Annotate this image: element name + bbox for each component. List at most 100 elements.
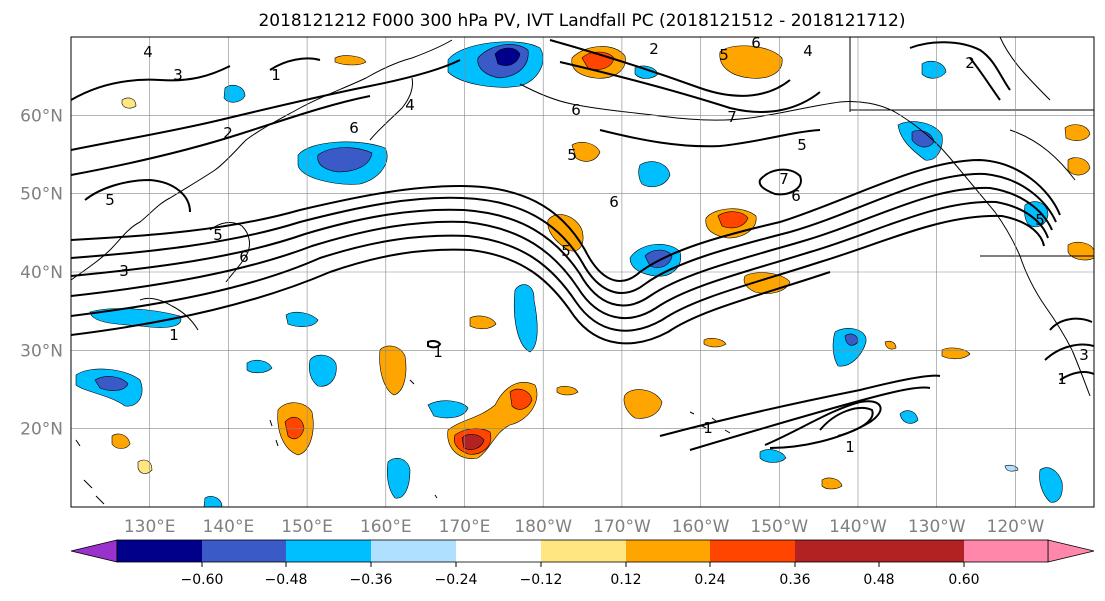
colorbar-frame (116, 539, 1049, 563)
coastlines (71, 37, 1094, 505)
pv-blob (317, 147, 373, 173)
contour-label: 3 (1079, 346, 1089, 364)
lat-tick-labels: 20°N 30°N 40°N 50°N 60°N (20, 106, 63, 439)
pv-blob (514, 284, 538, 353)
lon-tick-label: 130°E (124, 517, 176, 537)
colorbar-extend-low (70, 539, 118, 563)
pv-blob (638, 161, 671, 187)
colorbar-tick-label: −0.60 (181, 572, 224, 588)
pv-blob (571, 142, 601, 162)
contour-label: 4 (803, 42, 813, 60)
pv-blob (884, 340, 897, 350)
contour-label: 1 (433, 343, 443, 361)
contour-label: 5 (797, 136, 807, 154)
pv-blob (1004, 464, 1019, 472)
contour-label: 2 (649, 40, 659, 58)
lat-tick-label: 30°N (20, 341, 63, 361)
colorbar-tick-label: 0.12 (610, 572, 641, 588)
contour-label: 3 (119, 262, 129, 280)
contour-label: 1 (169, 326, 179, 344)
map-frame (70, 36, 1095, 508)
pv-blob (899, 410, 919, 424)
ivt-contours (71, 39, 1094, 451)
pv-blob (1039, 467, 1063, 503)
pv-blob (334, 55, 367, 66)
contour-label: 3 (173, 66, 183, 84)
colorbar-swatch (879, 540, 964, 562)
lon-tick-label: 140°E (203, 517, 255, 537)
contour-label: 1 (845, 438, 855, 456)
lon-tick-label: 120°W (987, 517, 1045, 537)
contour-label: 6 (791, 187, 801, 205)
contour-label: 4 (405, 96, 415, 114)
contour-label: 5 (567, 146, 577, 164)
lat-tick-label: 60°N (20, 106, 63, 126)
contour-label: 6 (751, 34, 761, 52)
lon-tick-label: 160°E (360, 517, 412, 537)
pv-blob (94, 376, 129, 391)
chart-title: 2018121212 F000 300 hPa PV, IVT Landfall… (258, 11, 905, 31)
lon-tick-label: 140°W (829, 517, 887, 537)
pv-blob (719, 45, 783, 79)
pv-blob (461, 434, 485, 450)
contour-label: 5 (105, 191, 115, 209)
contour-label: 1 (703, 419, 713, 437)
lon-tick-labels: 130°E 140°E 150°E 160°E 170°E 180°W 170°… (124, 517, 1045, 537)
pv-blob (121, 97, 137, 109)
colorbar-swatch (202, 540, 286, 562)
colorbar-swatch (117, 540, 202, 562)
contour-label: 5 (213, 226, 223, 244)
pv-blob (703, 338, 727, 348)
colorbar-swatch (626, 540, 710, 562)
pv-blob (246, 359, 273, 374)
contour-label: 5 (561, 242, 571, 260)
colorbar-tick-label: 0.36 (779, 572, 810, 588)
colorbar-swatch (456, 540, 541, 562)
contour-label: 6 (239, 248, 249, 266)
pv-blob (1064, 124, 1091, 141)
lat-tick-label: 50°N (20, 185, 63, 205)
pv-blob (427, 400, 469, 419)
pv-blob (1067, 157, 1091, 176)
pv-blob (941, 347, 971, 360)
colorbar-tick-label: 0.60 (948, 572, 979, 588)
contour-label: 5 (719, 46, 729, 64)
pv-blob (509, 388, 533, 410)
pv-blob (547, 214, 584, 252)
pv-blob (285, 311, 319, 327)
colorbar-swatch (795, 540, 879, 562)
contour-label: 6 (571, 101, 581, 119)
lon-tick-label: 180°W (514, 517, 572, 537)
lon-tick-label: 170°W (593, 517, 651, 537)
pv-blob (911, 130, 935, 148)
pv-blob (284, 416, 305, 440)
colorbar-extend-high (1047, 539, 1095, 563)
contour-labels: 4 6 5 4 5 2 3 1 2 6 6 5 7 5 7 6 5 6 5 6 … (105, 34, 1089, 456)
contour-label: 7 (727, 108, 737, 126)
contour-label: 1 (271, 66, 281, 84)
pv-blob (494, 47, 521, 66)
colorbar-tick-label: 0.48 (863, 572, 894, 588)
pv-blob (644, 249, 673, 268)
pv-blob (308, 354, 337, 387)
colorbar-swatch (541, 540, 626, 562)
colorbar-tick-labels: −0.60 −0.48 −0.36 −0.24 −0.12 0.12 0.24 … (181, 572, 980, 588)
lon-tick-label: 130°W (908, 517, 966, 537)
pv-blob (556, 386, 579, 396)
colorbar-tick-label: 0.24 (694, 572, 725, 588)
lon-tick-label: 150°E (281, 517, 333, 537)
contour-label: 7 (779, 170, 789, 188)
pv-blob (203, 496, 223, 507)
contour-label: 2 (223, 124, 233, 142)
colorbar-tick-label: −0.48 (265, 572, 308, 588)
pv-blob (111, 433, 131, 449)
lat-tick-label: 40°N (20, 263, 63, 283)
pv-blob (137, 459, 153, 474)
pv-blob (821, 477, 843, 490)
lat-tick-label: 20°N (20, 420, 63, 440)
colorbar-ticks (201, 562, 965, 567)
pv-blob (921, 60, 947, 79)
colorbar-tick-label: −0.12 (520, 572, 563, 588)
colorbar-tick-label: −0.24 (435, 572, 478, 588)
